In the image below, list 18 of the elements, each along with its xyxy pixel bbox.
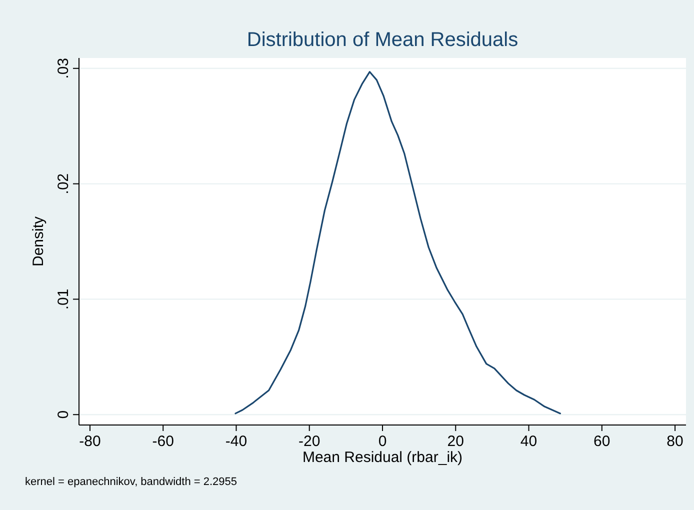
x-tick-label: -80 (79, 433, 101, 450)
y-tick-label: .01 (55, 288, 72, 310)
y-axis-title: Density (30, 216, 47, 267)
x-tick-label: 80 (666, 433, 684, 450)
x-tick-label: 20 (447, 433, 464, 450)
x-tick-label: 60 (594, 433, 610, 450)
x-tick-label: -40 (225, 433, 248, 450)
chart-title: Distribution of Mean Residuals (246, 29, 518, 51)
text: kernel = epanechnikov, bandwidth = 2.2955 (25, 476, 238, 488)
x-tick-label: -20 (298, 433, 320, 450)
x-axis-title: Mean Residual (rbar_ik) (302, 449, 463, 466)
x-tick-label: -60 (152, 433, 174, 450)
line-series (234, 71, 562, 414)
y-tick-label: .03 (55, 58, 72, 79)
x-tick-label: 40 (520, 433, 538, 450)
x-tick-label: 0 (378, 433, 387, 450)
y-tick-label: 0 (55, 410, 72, 419)
y-tick-label: .02 (55, 173, 72, 194)
